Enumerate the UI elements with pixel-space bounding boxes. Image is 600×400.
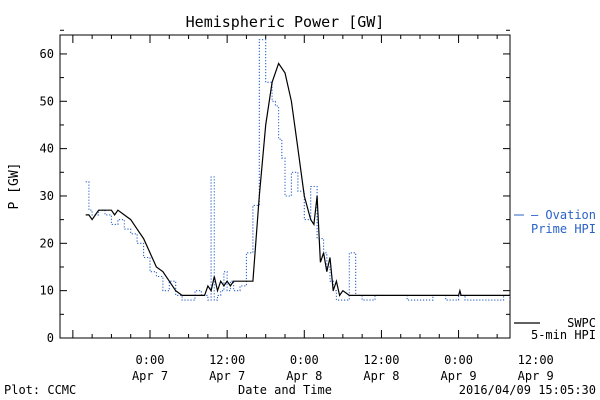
y-tick-label: 50 [40, 94, 54, 108]
x-tick-date-label: Apr 9 [441, 369, 477, 383]
x-tick-time-label: 12:00 [209, 353, 245, 367]
y-tick-label: 40 [40, 142, 54, 156]
x-tick-time-label: 12:00 [363, 353, 399, 367]
legend-ovation-label-line2: Prime HPI [531, 222, 596, 236]
x-tick-time-label: 0:00 [136, 353, 165, 367]
axes: 0 10 20 30 40 50 60 0:00 Apr 7 12:00 Apr 7 0:00 Apr … [40, 29, 554, 383]
y-tick-label: 30 [40, 189, 54, 203]
chart-title: Hemispheric Power [GW] [186, 13, 385, 31]
y-tick-label: 0 [47, 331, 54, 345]
legend-swpc-label-line1: SWPC [567, 316, 596, 330]
footer-timestamp: 2016/04/09 15:05:30 [459, 383, 596, 397]
x-tick-date-label: Apr 7 [209, 369, 245, 383]
legend-swpc-label-line2: 5-min HPI [531, 328, 596, 342]
x-tick-time-label: 0:00 [290, 353, 319, 367]
series-ovation-prime-line [85, 39, 510, 301]
x-tick-date-label: Apr 8 [363, 369, 399, 383]
series-swpc-line [85, 62, 510, 297]
x-axis-label: Date and Time [238, 383, 332, 397]
y-axis-label: P [GW] [7, 163, 22, 210]
plot-frame [59, 34, 511, 339]
footer-plot-credit: Plot: CCMC [4, 383, 76, 397]
y-tick-label: 20 [40, 236, 54, 250]
x-tick-date-label: Apr 7 [132, 369, 168, 383]
x-tick-date-label: Apr 8 [286, 369, 322, 383]
y-tick-label: 60 [40, 47, 54, 61]
x-tick-date-label: Apr 9 [518, 369, 554, 383]
series-layer [85, 39, 510, 301]
legend-ovation-label-line1: – Ovation [531, 208, 596, 222]
y-tick-label: 10 [40, 284, 54, 298]
x-tick-time-label: 0:00 [444, 353, 473, 367]
x-tick-time-label: 12:00 [518, 353, 554, 367]
